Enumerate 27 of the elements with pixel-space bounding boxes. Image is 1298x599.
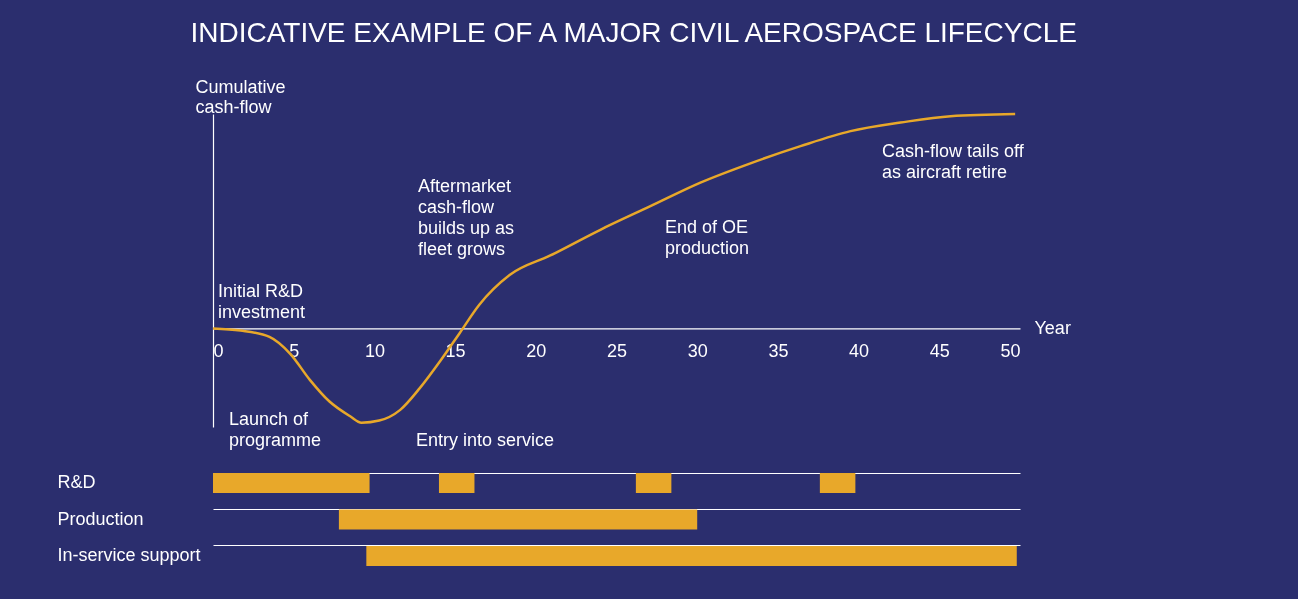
annotation: End of OE production	[665, 217, 750, 258]
x-tick-label: 20	[526, 340, 547, 361]
x-tick-label: 0	[213, 340, 224, 361]
annotation: Aftermarket cash-flow builds up as fleet grows	[418, 176, 515, 259]
x-tick-label: 10	[364, 340, 385, 361]
text: Entry into service	[416, 430, 555, 450]
x-tick-label: 35	[768, 340, 789, 361]
bar	[819, 473, 856, 494]
annotation: Initial R&D investment	[218, 281, 306, 322]
chart-title: INDICATIVE EXAMPLE OF A MAJOR CIVIL AEROSPACE LIFECYCLE	[190, 17, 1077, 48]
y-axis-title: Cumulative cash-flow	[195, 76, 286, 117]
annotation: Launch of programme	[229, 409, 322, 450]
x-tick-label: 40	[849, 340, 870, 361]
bar	[635, 473, 672, 494]
bar	[213, 473, 370, 494]
y-tick-label: R&D	[57, 472, 96, 493]
bar	[366, 545, 1017, 566]
bar	[438, 473, 475, 494]
x-tick-label: 30	[687, 340, 708, 361]
y-tick-label: In-service support	[57, 544, 201, 565]
bar	[338, 509, 698, 530]
annotation: Cash-flow tails off as aircraft retire	[882, 141, 1025, 182]
x-tick-label: 50	[1000, 340, 1021, 361]
x-tick-label: 45	[929, 340, 950, 361]
x-tick-label: 25	[606, 340, 628, 361]
y-tick-label: Production	[57, 508, 144, 529]
x-axis-title: Year	[1034, 317, 1071, 338]
